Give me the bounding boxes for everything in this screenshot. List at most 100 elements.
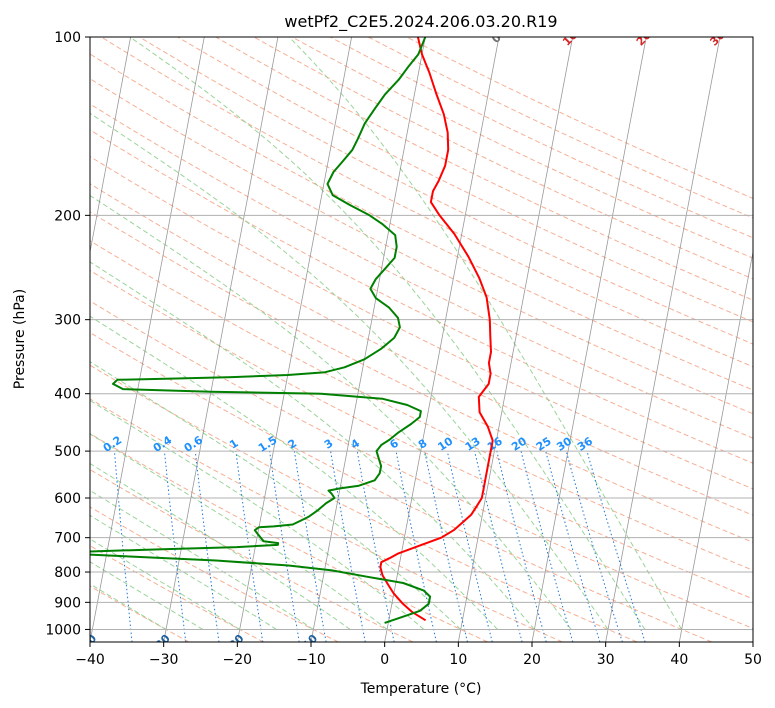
temperature-profile	[379, 37, 494, 622]
isotherm-label: 0	[489, 31, 504, 46]
plot-clip-group: 0.2 0.4 0.6 1 1.5 2 3 4 6 8 10 13 16 20 25 30 36-40 -30 -2…	[0, 28, 753, 655]
dry-adiabat	[90, 398, 563, 642]
dry-adiabat	[90, 300, 753, 630]
moist-adiabat	[90, 538, 240, 630]
moist-adiabat	[90, 315, 498, 630]
isotherm-label: 10	[560, 28, 580, 48]
dry-adiabat	[368, 37, 753, 219]
x-tick-label: 10	[449, 652, 467, 668]
mixing-ratio-line	[235, 451, 264, 642]
mixing-ratio-label: 0.6	[182, 433, 206, 455]
isotherm-label: 30	[707, 28, 727, 48]
y-tick-label: 1000	[45, 622, 81, 638]
x-tick-label: 30	[597, 652, 615, 668]
isotherm-line	[236, 37, 353, 642]
mixing-ratio-line	[424, 450, 468, 642]
dry-adiabat	[90, 432, 488, 642]
mixing-ratio-line	[496, 450, 547, 642]
isotherm-line	[678, 249, 753, 642]
isotherm-label: -20	[223, 632, 246, 655]
mixing-ratio-line	[113, 451, 133, 642]
y-tick-label: 600	[54, 491, 81, 507]
y-tick-label: 400	[54, 387, 81, 403]
dry-adiabat	[90, 269, 753, 600]
isotherm-line	[0, 37, 57, 642]
isotherm-line	[384, 37, 500, 642]
dry-adiabat	[101, 37, 753, 368]
mixing-ratio-line	[269, 451, 300, 642]
x-tick-label: 0	[380, 652, 389, 668]
dry-adiabat	[139, 37, 753, 345]
mixing-ratio-line	[446, 450, 493, 642]
plot-area: 0.2 0.4 0.6 1 1.5 2 3 4 6 8 10 13 16 20 25 30 36-40 -30 -2…	[0, 28, 754, 655]
y-tick-label: 300	[54, 313, 81, 329]
y-tick-label: 500	[54, 444, 81, 460]
plot-frame	[89, 36, 754, 643]
moist-adiabat	[90, 261, 535, 630]
x-tick-label: 40	[670, 652, 688, 668]
dry-adiabat	[90, 129, 753, 464]
x-tick-label: −20	[223, 652, 253, 668]
dry-adiabat	[291, 37, 753, 259]
moist-adiabat	[90, 462, 351, 630]
dry-adiabat	[90, 53, 753, 391]
dry-adiabat	[90, 506, 339, 642]
moist-adiabat	[90, 433, 388, 630]
chart-title: wetPf2_C2E5.2024.206.03.20.R19	[284, 12, 557, 32]
x-tick-label: 50	[744, 652, 762, 668]
dry-adiabat	[330, 37, 753, 239]
dry-adiabat	[90, 364, 638, 642]
dry-adiabat	[215, 37, 753, 301]
isotherm-line	[310, 37, 426, 642]
dry-adiabat	[90, 469, 414, 642]
dry-adiabat	[90, 240, 753, 571]
y-tick-label: 800	[54, 565, 81, 581]
isotherm-label: -40	[76, 632, 99, 655]
mixing-ratio-line	[520, 450, 574, 642]
mixing-ratio-label: 3	[322, 437, 336, 452]
y-tick-label: 900	[54, 595, 81, 611]
isotherm-label: 20	[634, 28, 654, 48]
dry-adiabat	[406, 37, 753, 199]
y-axis-label: Pressure (hPa)	[12, 289, 28, 389]
isotherm-line	[90, 37, 132, 255]
isotherm-line	[163, 37, 279, 642]
axis-ticks: −40 −30 −20 −10 0 10 20 30 40 5010020030040050060…	[45, 30, 762, 668]
y-tick-label: 200	[54, 208, 81, 224]
mixing-ratio-line	[293, 451, 327, 642]
moist-adiabat	[90, 194, 572, 630]
y-tick-label: 100	[54, 30, 81, 46]
mixing-ratio-label: 4	[349, 436, 363, 451]
moist-adiabat	[90, 399, 425, 630]
isotherm-line	[531, 37, 647, 642]
mixing-ratio-label: 1	[227, 437, 241, 452]
isotherm-line	[752, 639, 753, 642]
x-axis-label: Temperature (°C)	[360, 681, 482, 697]
isotherm-label: -30	[150, 632, 173, 655]
mixing-ratio-line	[545, 450, 601, 642]
mixing-ratio-line	[356, 451, 395, 642]
x-tick-label: −30	[149, 652, 179, 668]
x-tick-label: −10	[296, 652, 326, 668]
dewpoint-profile	[90, 37, 432, 624]
mixing-ratio-line	[586, 450, 646, 642]
dry-adiabat	[90, 331, 712, 642]
moist-adiabat	[288, 37, 683, 630]
mixing-ratio-line	[194, 451, 220, 642]
moist-adiabat	[90, 489, 314, 630]
mixing-ratio-line	[330, 451, 366, 642]
x-tick-label: −40	[75, 652, 105, 668]
moist-adiabat	[90, 514, 277, 630]
dry-adiabat	[90, 78, 753, 415]
moist-adiabat	[90, 112, 609, 630]
isotherm-line	[457, 37, 574, 642]
moist-adiabat	[90, 583, 167, 630]
dry-adiabat	[90, 545, 264, 642]
moist-adiabat	[129, 37, 646, 630]
mixing-ratio-label: 0.2	[101, 433, 124, 455]
mixing-ratio-line	[474, 450, 523, 642]
x-tick-label: 20	[523, 652, 541, 668]
mixing-ratio-line	[565, 450, 623, 642]
isotherm-label: -10	[297, 632, 320, 655]
